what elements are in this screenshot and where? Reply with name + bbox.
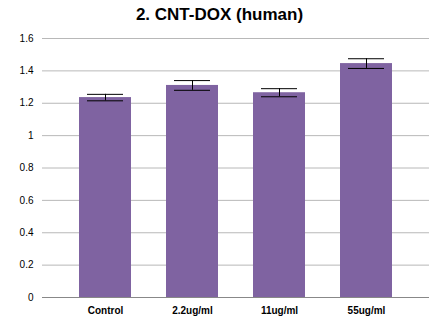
svg-text:55ug/ml: 55ug/ml [348, 305, 386, 316]
svg-text:Control: Control [88, 305, 124, 316]
svg-text:11ug/ml: 11ug/ml [261, 305, 298, 316]
svg-text:1.6: 1.6 [20, 33, 34, 44]
svg-text:1.4: 1.4 [20, 65, 34, 76]
svg-text:0.4: 0.4 [20, 227, 34, 238]
svg-text:0.8: 0.8 [20, 162, 34, 173]
svg-text:2.2ug/ml: 2.2ug/ml [172, 305, 213, 316]
svg-text:0.2: 0.2 [20, 259, 34, 270]
svg-text:1: 1 [28, 130, 34, 141]
svg-text:1.2: 1.2 [20, 97, 34, 108]
html-text:2. CNT-DOX (human): 2. CNT-DOX (human) [135, 5, 304, 24]
svg-text:0.6: 0.6 [20, 195, 34, 206]
svg-text:0: 0 [28, 292, 34, 303]
